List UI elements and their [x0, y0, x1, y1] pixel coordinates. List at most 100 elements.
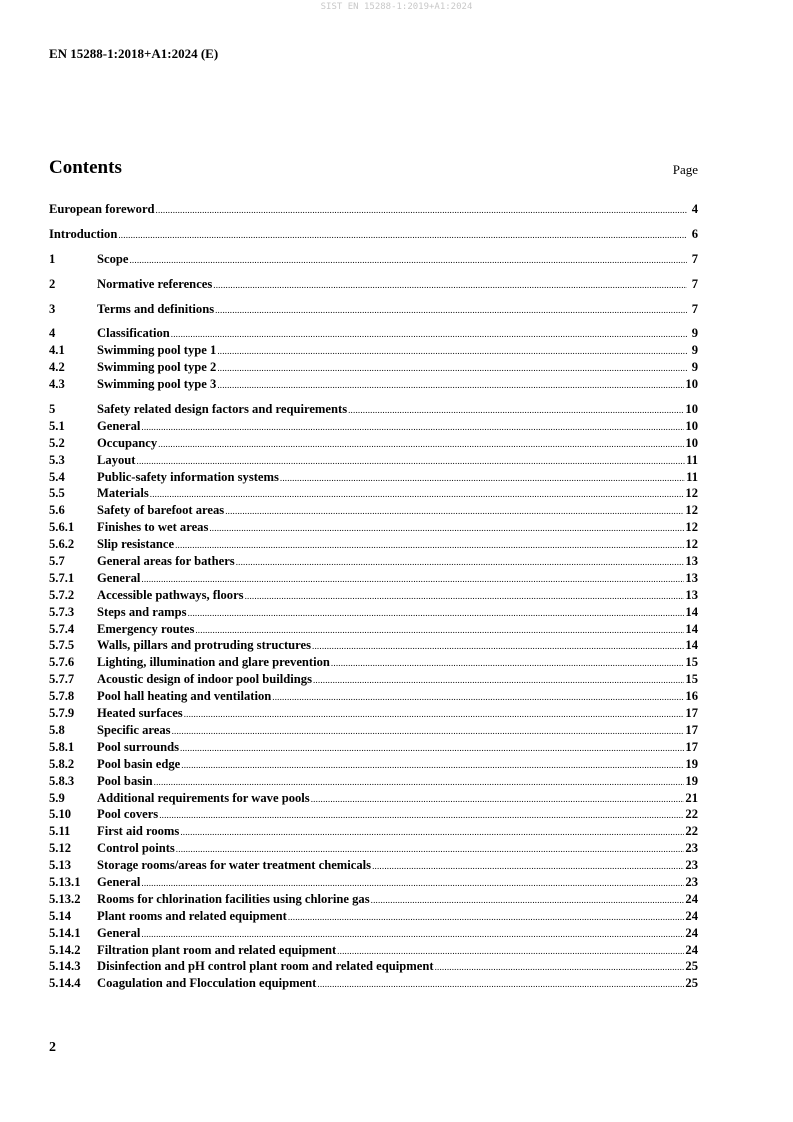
toc-entry[interactable]: 5.2 Occupancy 10 [49, 436, 698, 453]
toc-entry-page: 10 [685, 377, 698, 392]
toc-entry-title: Coagulation and Flocculation equipment [97, 976, 317, 991]
toc-entry[interactable]: 5.14.2 Filtration plant room and related … [49, 943, 698, 960]
toc-entry[interactable]: 5.13 Storage rooms/areas for water treatm… [49, 858, 698, 875]
toc-entry[interactable]: 3 Terms and definitions 7 [49, 302, 698, 319]
toc-entry-page: 19 [685, 756, 698, 771]
toc-entry-title: Pool basin edge [97, 756, 181, 771]
toc-entry-number: 5.5 [49, 486, 65, 501]
toc-entry-page: 24 [685, 891, 698, 906]
dot-leader [236, 557, 685, 567]
dot-leader [141, 929, 684, 939]
toc-entry-number: 5.11 [49, 824, 71, 839]
toc-entry[interactable]: 5.7.4 Emergency routes 14 [49, 622, 698, 639]
toc-group: Introduction 6 [49, 227, 698, 244]
toc-entry[interactable]: 5.13.2 Rooms for chlorination facilities … [49, 892, 698, 909]
toc-entry-title: Lighting, illumination and glare prevent… [97, 655, 330, 670]
toc-entry[interactable]: 5.11 First aid rooms 22 [49, 824, 698, 841]
toc-entry[interactable]: 5.10 Pool covers 22 [49, 807, 698, 824]
toc-entry-number: 5.6.2 [49, 537, 75, 552]
toc-entry-title: General [97, 925, 141, 940]
toc-entry-page: 13 [685, 587, 698, 602]
toc-entry[interactable]: Introduction 6 [49, 227, 698, 244]
toc-entry[interactable]: 5.7.7 Acoustic design of indoor pool buil… [49, 672, 698, 689]
toc-entry-number: 5.14.2 [49, 942, 81, 957]
toc-entry[interactable]: 4.1 Swimming pool type 1 9 [49, 343, 698, 360]
toc-entry[interactable]: 5.6.2 Slip resistance 12 [49, 537, 698, 554]
toc-entry-page: 17 [685, 739, 698, 754]
toc-group: 4 Classification 9 4.1 Swimming pool type 1 9… [49, 326, 698, 394]
toc-entry-title: Swimming pool type 1 [97, 343, 217, 358]
toc-entry[interactable]: 5.8.1 Pool surrounds 17 [49, 740, 698, 757]
dot-leader [209, 523, 684, 533]
toc-entry[interactable]: 5.7 General areas for bathers 13 [49, 554, 698, 571]
toc-entry-title: Terms and definitions [97, 301, 215, 316]
toc-entry[interactable]: 5.7.9 Heated surfaces 17 [49, 706, 698, 723]
toc-entry-number: 5.7.2 [49, 587, 75, 602]
dot-leader [435, 962, 685, 972]
toc-entry[interactable]: 5.8.2 Pool basin edge 19 [49, 757, 698, 774]
page-column-label: Page [672, 162, 698, 177]
toc-entry[interactable]: European foreword 4 [49, 202, 698, 219]
toc-entry[interactable]: 5.6.1 Finishes to wet areas 12 [49, 520, 698, 537]
toc-entry-page: 9 [691, 360, 698, 375]
toc-entry-page: 10 [685, 402, 698, 417]
toc-entry[interactable]: 5.7.1 General 13 [49, 571, 698, 588]
dot-leader [245, 591, 685, 601]
toc-entry[interactable]: 5.6 Safety of barefoot areas 12 [49, 503, 698, 520]
toc-entry-title: Plant rooms and related equipment [97, 908, 287, 923]
toc-entry[interactable]: 4 Classification 9 [49, 326, 698, 343]
dot-leader [337, 946, 684, 956]
dot-leader [348, 405, 684, 415]
toc-entry[interactable]: 4.3 Swimming pool type 3 10 [49, 377, 698, 394]
toc-entry-page: 12 [685, 486, 698, 501]
toc-entry-title: Heated surfaces [97, 706, 183, 721]
toc-entry[interactable]: 5.7.5 Walls, pillars and protruding struc… [49, 638, 698, 655]
toc-entry[interactable]: 5.14.1 General 24 [49, 926, 698, 943]
toc-entry[interactable]: 5.7.6 Lighting, illumination and glare pr… [49, 655, 698, 672]
toc-entry[interactable]: 5.1 General 10 [49, 419, 698, 436]
toc-entry[interactable]: 5.8 Specific areas 17 [49, 723, 698, 740]
dot-leader [137, 456, 686, 466]
toc-entry-page: 12 [685, 520, 698, 535]
toc-entry-title: Pool covers [97, 807, 159, 822]
toc-entry[interactable]: 5.13.1 General 23 [49, 875, 698, 892]
toc-entry-page: 7 [691, 301, 698, 316]
toc-entry-number: 5.8.1 [49, 739, 75, 754]
toc-entry[interactable]: 5.12 Control points 23 [49, 841, 698, 858]
toc-entry[interactable]: 5.7.3 Steps and ramps 14 [49, 605, 698, 622]
toc-entry-page: 15 [685, 672, 698, 687]
dot-leader [118, 230, 687, 240]
toc-entry[interactable]: 5.14.4 Coagulation and Flocculation equip… [49, 976, 698, 993]
toc-entry-page: 14 [685, 638, 698, 653]
toc-entry[interactable]: 5.14.3 Disinfection and pH control plant … [49, 959, 698, 976]
toc-entry[interactable]: 5 Safety related design factors and requi… [49, 402, 698, 419]
toc-entry[interactable]: 5.9 Additional requirements for wave pool… [49, 791, 698, 808]
toc-entry-page: 19 [685, 773, 698, 788]
toc-entry-number: 5.7.6 [49, 655, 75, 670]
toc-entry[interactable]: 5.7.8 Pool hall heating and ventilation 16 [49, 689, 698, 706]
toc-entry-page: 21 [685, 790, 698, 805]
dot-leader [217, 346, 687, 356]
toc-entry-title: Safety related design factors and requir… [97, 402, 348, 417]
toc-entry[interactable]: 5.4 Public-safety information systems 11 [49, 470, 698, 487]
toc-entry-number: 4 [49, 326, 56, 341]
toc-entry[interactable]: 5.7.2 Accessible pathways, floors 13 [49, 588, 698, 605]
toc-entry[interactable]: 1 Scope 7 [49, 252, 698, 269]
toc-entry-title: Filtration plant room and related equipm… [97, 942, 337, 957]
toc-entry[interactable]: 5.5 Materials 12 [49, 486, 698, 503]
toc-entry-title: Steps and ramps [97, 604, 187, 619]
toc-entry-page: 12 [685, 503, 698, 518]
toc-entry[interactable]: 5.8.3 Pool basin 19 [49, 774, 698, 791]
toc-entry[interactable]: 5.3 Layout 11 [49, 453, 698, 470]
toc-entry-title: Acoustic design of indoor pool buildings [97, 672, 312, 687]
dot-leader [176, 844, 685, 854]
toc-entry[interactable]: 4.2 Swimming pool type 2 9 [49, 360, 698, 377]
toc-entry-page: 24 [685, 942, 698, 957]
dot-leader [188, 608, 685, 618]
toc-entry-number: 3 [49, 301, 56, 316]
toc-entry-title: Disinfection and pH control plant room a… [97, 959, 434, 974]
toc-entry-title: Storage rooms/areas for water treatment … [97, 858, 372, 873]
toc-entry[interactable]: 2 Normative references 7 [49, 277, 698, 294]
toc-entry[interactable]: 5.14 Plant rooms and related equipment 24 [49, 909, 698, 926]
toc-entry-page: 17 [685, 706, 698, 721]
